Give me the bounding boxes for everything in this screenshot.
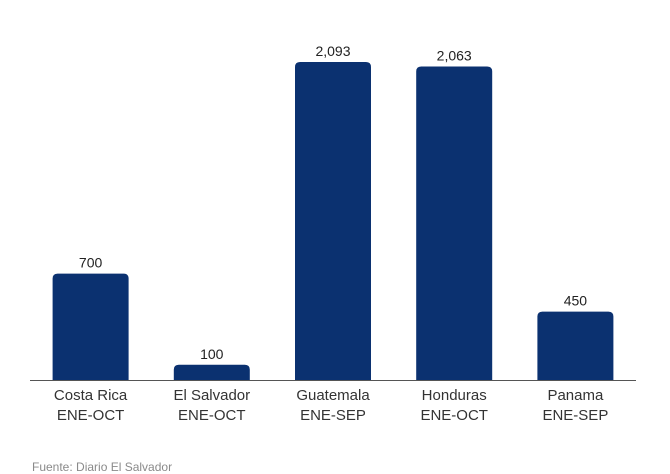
bar-2 xyxy=(295,62,371,380)
period-label-1: ENE-OCT xyxy=(178,407,246,424)
value-label-4: 450 xyxy=(564,293,588,309)
category-label-4: Panama xyxy=(547,387,604,404)
bar-4 xyxy=(537,311,614,380)
category-label-0: Costa Rica xyxy=(54,387,128,404)
value-label-3: 2,063 xyxy=(437,48,472,64)
labels-group: 700 Costa Rica ENE-OCT 100 El Salvador ENE-OC… xyxy=(54,43,608,424)
period-label-2: ENE-SEP xyxy=(300,407,366,424)
category-label-2: Guatemala xyxy=(296,387,370,404)
value-label-2: 2,093 xyxy=(315,43,350,59)
bars-group xyxy=(52,62,614,381)
category-label-1: El Salvador xyxy=(173,387,250,404)
category-label-3: Honduras xyxy=(422,387,487,404)
period-label-0: ENE-OCT xyxy=(57,407,125,424)
bar-0 xyxy=(52,273,129,380)
bar-1 xyxy=(173,364,250,380)
bar-3 xyxy=(416,66,493,381)
value-label-0: 700 xyxy=(79,255,103,271)
period-label-3: ENE-OCT xyxy=(420,407,488,424)
value-label-1: 100 xyxy=(200,346,224,362)
source-note: Fuente: Diario El Salvador xyxy=(32,460,173,474)
period-label-4: ENE-SEP xyxy=(542,407,608,424)
